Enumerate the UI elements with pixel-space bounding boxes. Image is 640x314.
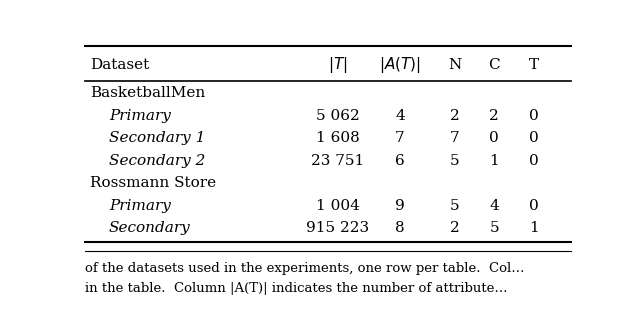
Text: 7: 7 <box>395 131 404 145</box>
Text: 5 062: 5 062 <box>316 109 360 123</box>
Text: Secondary 2: Secondary 2 <box>109 154 205 168</box>
Text: 7: 7 <box>450 131 460 145</box>
Text: Secondary: Secondary <box>109 221 191 235</box>
Text: N: N <box>448 58 461 73</box>
Text: 4: 4 <box>395 109 404 123</box>
Text: $|A(T)|$: $|A(T)|$ <box>379 56 421 75</box>
Text: 2: 2 <box>490 109 499 123</box>
Text: 4: 4 <box>490 199 499 213</box>
Text: C: C <box>488 58 500 73</box>
Text: 1: 1 <box>529 221 539 235</box>
Text: 2: 2 <box>450 109 460 123</box>
Text: 0: 0 <box>529 154 539 168</box>
Text: 1 004: 1 004 <box>316 199 360 213</box>
Text: 0: 0 <box>529 109 539 123</box>
Text: 8: 8 <box>395 221 404 235</box>
Text: 915 223: 915 223 <box>307 221 369 235</box>
Text: 0: 0 <box>490 131 499 145</box>
Text: Rossmann Store: Rossmann Store <box>90 176 216 190</box>
Text: $|T|$: $|T|$ <box>328 56 348 75</box>
Text: 9: 9 <box>395 199 404 213</box>
Text: Primary: Primary <box>109 109 171 123</box>
Text: 23 751: 23 751 <box>311 154 365 168</box>
Text: Secondary 1: Secondary 1 <box>109 131 205 145</box>
Text: 0: 0 <box>529 131 539 145</box>
Text: 0: 0 <box>529 199 539 213</box>
Text: of the datasets used in the experiments, one row per table.  Col…: of the datasets used in the experiments,… <box>85 262 524 275</box>
Text: 5: 5 <box>490 221 499 235</box>
Text: T: T <box>529 58 539 73</box>
Text: in the table.  Column |A(T)| indicates the number of attribute…: in the table. Column |A(T)| indicates th… <box>85 282 508 295</box>
Text: 5: 5 <box>450 154 460 168</box>
Text: Dataset: Dataset <box>90 58 149 73</box>
Text: BasketballMen: BasketballMen <box>90 86 205 100</box>
Text: Primary: Primary <box>109 199 171 213</box>
Text: 1 608: 1 608 <box>316 131 360 145</box>
Text: 2: 2 <box>450 221 460 235</box>
Text: 1: 1 <box>490 154 499 168</box>
Text: 5: 5 <box>450 199 460 213</box>
Text: 6: 6 <box>395 154 404 168</box>
